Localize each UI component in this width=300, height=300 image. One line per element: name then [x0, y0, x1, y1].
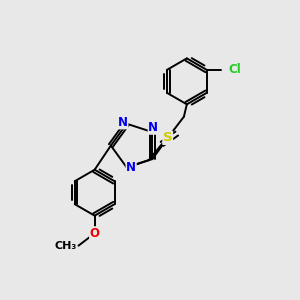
Text: O: O: [90, 227, 100, 240]
Text: Cl: Cl: [229, 63, 242, 76]
Text: N: N: [118, 116, 128, 129]
Text: S: S: [163, 131, 172, 144]
Text: N: N: [148, 121, 158, 134]
Text: N: N: [126, 161, 136, 174]
Text: CH₃: CH₃: [55, 241, 77, 251]
